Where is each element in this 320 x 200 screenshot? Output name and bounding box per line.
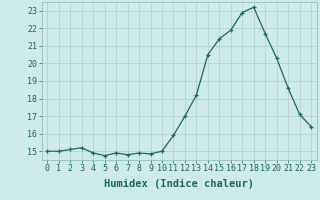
X-axis label: Humidex (Indice chaleur): Humidex (Indice chaleur) bbox=[104, 179, 254, 189]
